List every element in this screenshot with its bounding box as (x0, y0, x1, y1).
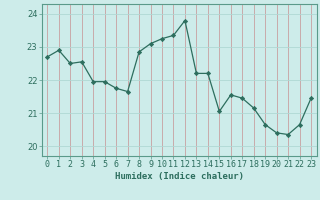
X-axis label: Humidex (Indice chaleur): Humidex (Indice chaleur) (115, 172, 244, 181)
